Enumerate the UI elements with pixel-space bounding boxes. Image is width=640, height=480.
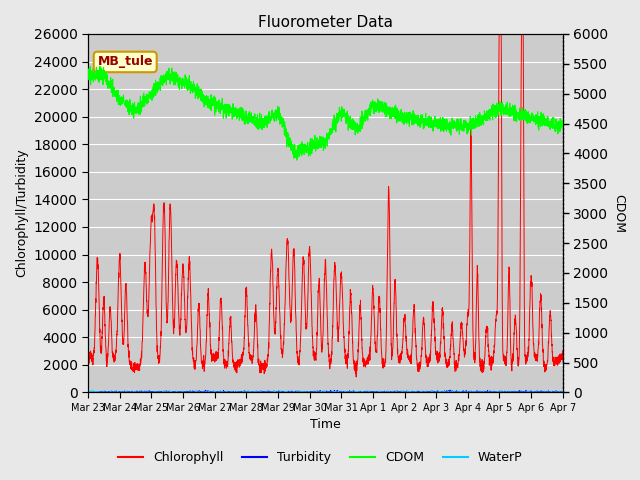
Legend: Chlorophyll, Turbidity, CDOM, WaterP: Chlorophyll, Turbidity, CDOM, WaterP (113, 446, 527, 469)
X-axis label: Time: Time (310, 419, 340, 432)
Title: Fluorometer Data: Fluorometer Data (258, 15, 393, 30)
Y-axis label: CDOM: CDOM (612, 194, 625, 233)
Y-axis label: Chlorophyll/Turbidity: Chlorophyll/Turbidity (15, 149, 28, 277)
Text: MB_tule: MB_tule (97, 56, 153, 69)
